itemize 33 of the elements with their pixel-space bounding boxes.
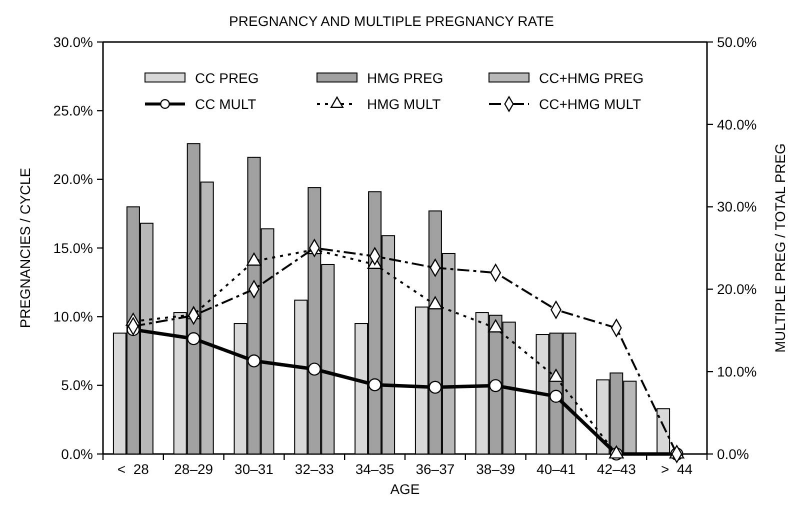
y-tick-label: 20.0% [53,171,93,188]
x-tick-label: 30–31 [234,461,274,477]
x-tick-label: > 44 [661,461,693,477]
y2-tick-label: 0.0% [717,446,749,462]
legend-label: CC MULT [195,96,257,112]
x-tick-label: 42–43 [596,461,636,477]
y2-tick-label: 40.0% [717,116,757,132]
legend-label: CC+HMG MULT [539,96,642,112]
y-tick-label: 25.0% [53,102,93,119]
y2-axis-title: MULTIPLE PREG / TOTAL PREG [772,143,788,353]
x-tick-label: 28–29 [174,461,214,477]
y-tick-label: 10.0% [53,308,93,325]
y2-tick-label: 50.0% [717,34,757,50]
x-tick-label: < 28 [117,461,150,477]
legend-label: CC+HMG PREG [539,70,644,86]
y-tick-label: 0.0% [61,446,93,462]
x-tick-label: 34–35 [355,461,394,477]
legend-label: HMG MULT [367,96,442,112]
y2-tick-label: 20.0% [717,281,757,298]
x-tick-label: 40–41 [536,461,576,477]
x-axis-title: AGE [390,481,420,497]
y-tick-label: 15.0% [53,240,93,256]
y-tick-label: 5.0% [61,377,93,394]
x-tick-label: 32–33 [294,461,334,477]
y-tick-label: 30.0% [53,34,93,50]
legend-label: CC PREG [195,70,259,86]
x-tick-label: 38–39 [476,461,516,477]
y-axis-title: PREGNANCIES / CYCLE [17,168,33,328]
legend-label: HMG PREG [367,70,444,86]
chart-title: PREGNANCY AND MULTIPLE PREGNANCY RATE [229,13,554,29]
y2-tick-label: 30.0% [717,198,757,215]
x-tick-label: 36–37 [416,461,455,477]
y2-tick-label: 10.0% [717,364,757,380]
